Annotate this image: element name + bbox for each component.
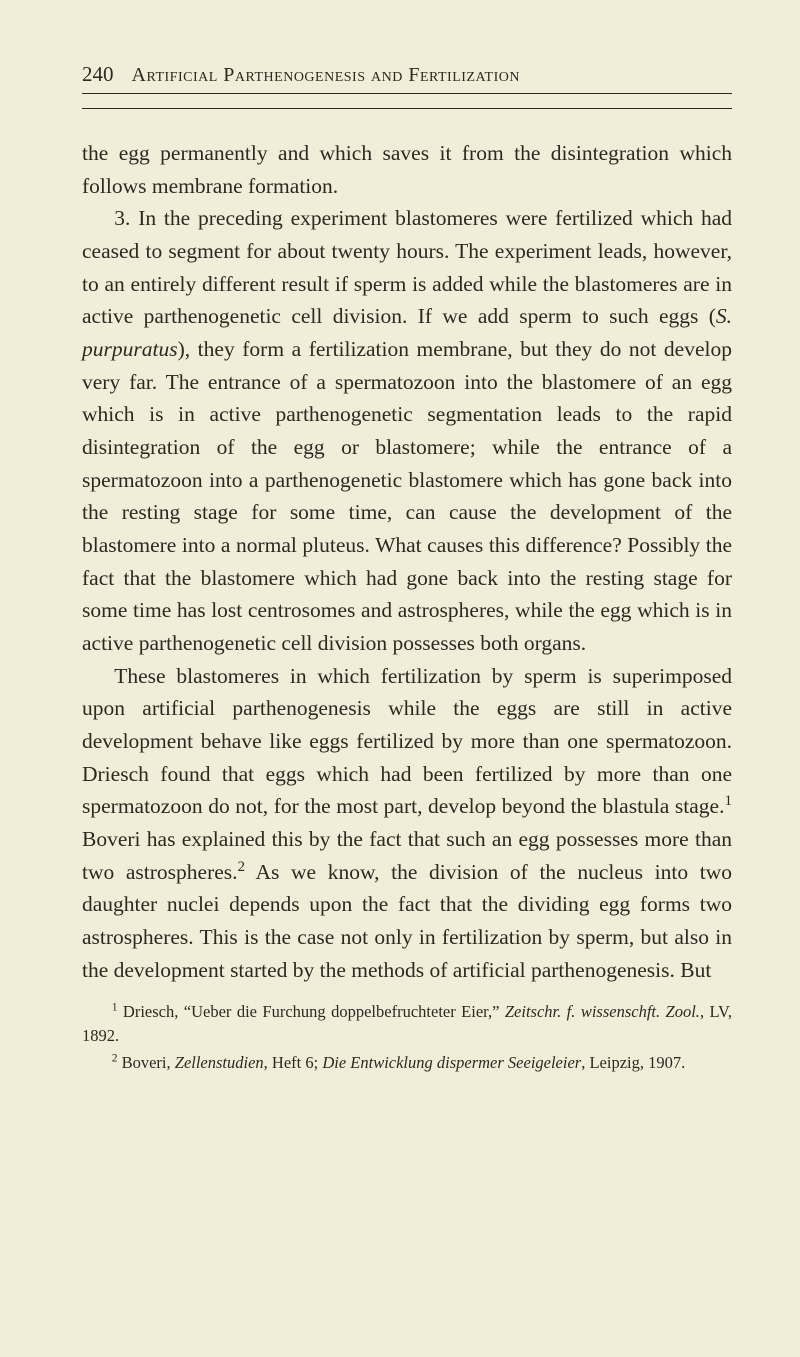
text: , Heft 6; <box>264 1053 323 1072</box>
text: Boveri, <box>117 1053 174 1072</box>
citation-italic: Zellenstudien <box>175 1053 264 1072</box>
footnotes: 1 Driesch, “Ueber die Furchung doppelbef… <box>82 1000 732 1073</box>
text: Driesch, “Ueber die Furchung doppelbefru… <box>117 1002 504 1021</box>
header-rule-top <box>82 93 732 94</box>
running-title: Artificial Parthenogenesis and Fertiliza… <box>132 64 520 87</box>
text: These blastomeres in which fertilization… <box>82 664 732 819</box>
footnote-1: 1 Driesch, “Ueber die Furchung doppelbef… <box>82 1000 732 1046</box>
running-head: 240 Artificial Parthenogenesis and Ferti… <box>82 62 732 87</box>
citation-italic: Zeitschr. f. wissenschft. Zool. <box>505 1002 700 1021</box>
footnote-ref-1: 1 <box>724 793 732 809</box>
paragraph-1: the egg permanently and which saves it f… <box>82 137 732 202</box>
text: ), they form a fertilization membrane, b… <box>82 337 732 655</box>
page-number: 240 <box>82 62 114 87</box>
page: 240 Artificial Parthenogenesis and Ferti… <box>0 0 800 1148</box>
footnote-ref-2: 2 <box>238 859 246 875</box>
text: 3. In the preceding experiment blastomer… <box>82 206 732 328</box>
text: , Leipzig, 1907. <box>581 1053 685 1072</box>
text: the egg permanently and which saves it f… <box>82 141 732 198</box>
paragraph-2: 3. In the preceding experiment blastomer… <box>82 202 732 659</box>
paragraph-3: These blastomeres in which fertilization… <box>82 660 732 987</box>
footnote-2: 2 Boveri, Zellenstudien, Heft 6; Die Ent… <box>82 1051 732 1074</box>
citation-italic: Die Entwicklung dispermer Seeigeleier <box>322 1053 581 1072</box>
header-rule-bottom <box>82 108 732 109</box>
